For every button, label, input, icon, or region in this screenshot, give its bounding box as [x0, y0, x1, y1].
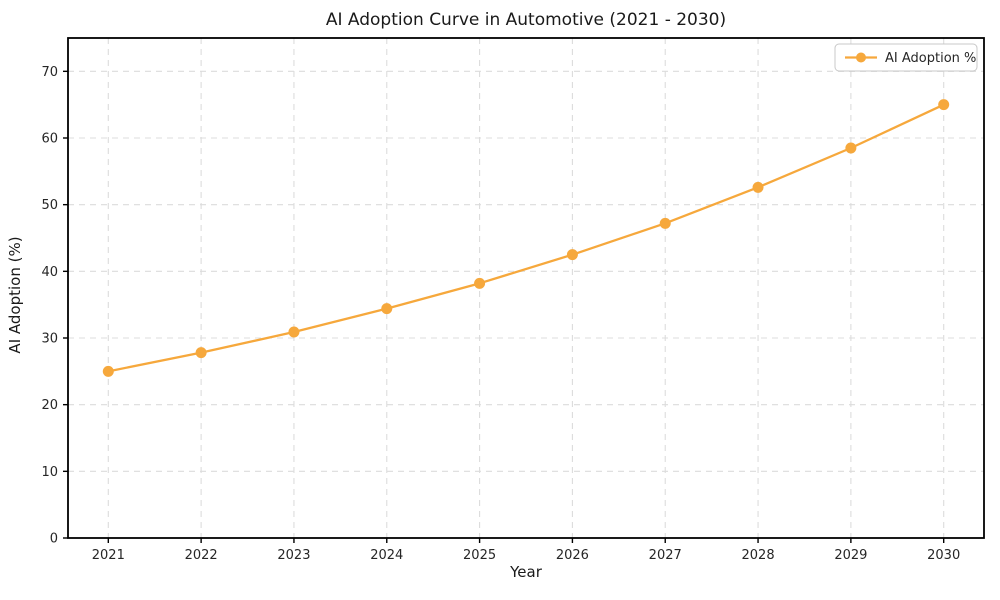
data-point: [938, 99, 950, 111]
y-tick-label: 30: [41, 332, 58, 347]
y-tick-label: 60: [41, 132, 58, 147]
y-tick-label: 0: [50, 532, 58, 547]
legend-label: AI Adoption %: [885, 51, 976, 66]
y-tick-label: 70: [41, 65, 58, 80]
x-tick-label: 2028: [742, 548, 775, 563]
data-point: [659, 217, 671, 229]
x-tick-label: 2029: [834, 548, 867, 563]
data-point: [102, 365, 114, 377]
legend-marker-sample: [856, 52, 866, 63]
data-series-layer: [102, 99, 950, 377]
x-tick-label: 2030: [927, 548, 960, 563]
data-point: [288, 326, 300, 338]
chart-title: AI Adoption Curve in Automotive (2021 - …: [326, 10, 726, 30]
x-tick-label: 2022: [185, 548, 218, 563]
x-axis-label: Year: [509, 563, 543, 581]
x-tick-label: 2024: [370, 548, 403, 563]
y-tick-label: 50: [41, 198, 58, 213]
data-point: [752, 181, 764, 193]
plot-border: [67, 37, 985, 539]
data-point: [566, 249, 578, 261]
data-point: [195, 347, 207, 359]
data-point: [845, 142, 857, 154]
data-point: [381, 303, 393, 315]
axis-layer: 2021 2022 2023 2024 2025 2026 2027 2028 2029 2030…: [41, 37, 985, 563]
x-tick-label: 2027: [649, 548, 682, 563]
y-tick-label: 40: [41, 265, 58, 280]
legend: AI Adoption %: [834, 43, 978, 72]
x-tick-label: 2025: [463, 548, 496, 563]
y-tick-label: 10: [41, 465, 58, 480]
y-tick-label: 20: [41, 398, 58, 413]
grid-layer: [68, 38, 984, 539]
x-tick-label: 2026: [556, 548, 589, 563]
y-axis-label: AI Adoption (%): [6, 236, 24, 353]
data-point: [474, 277, 486, 289]
x-tick-label: 2021: [92, 548, 125, 563]
adoption-line: [107, 103, 945, 373]
legend-box: [834, 43, 978, 72]
x-tick-label: 2023: [277, 548, 310, 563]
